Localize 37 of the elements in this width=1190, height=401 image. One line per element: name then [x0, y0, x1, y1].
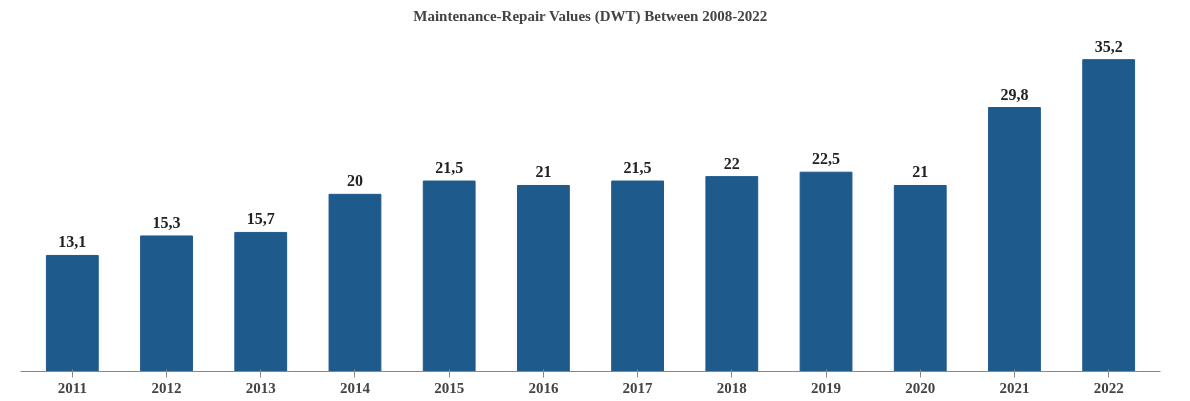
x-tick-label: 2016 — [528, 379, 559, 396]
bar — [516, 184, 570, 372]
bar — [45, 254, 99, 372]
bar — [1082, 59, 1136, 372]
data-label: 35,2 — [1094, 37, 1123, 55]
bar — [422, 180, 476, 372]
x-tick-label: 2014 — [339, 379, 371, 396]
bar — [140, 235, 193, 372]
data-label: 21,5 — [623, 159, 652, 177]
x-tick-label: 2015 — [434, 379, 465, 396]
bar — [988, 107, 1041, 372]
x-tick-label: 2021 — [999, 379, 1030, 396]
x-tick-label: 2017 — [622, 379, 654, 396]
data-label: 22 — [723, 154, 740, 172]
data-label: 20 — [346, 172, 363, 190]
bar — [893, 184, 947, 372]
data-label: 21,5 — [435, 159, 464, 177]
x-tick-label: 2020 — [905, 379, 936, 396]
data-label: 13,1 — [58, 233, 87, 251]
data-label: 15,3 — [152, 213, 181, 231]
x-tick-label: 2019 — [811, 379, 842, 396]
bar — [705, 176, 759, 372]
data-label: 15,7 — [246, 210, 275, 228]
x-tick-label: 2013 — [245, 379, 276, 396]
chart-title: Maintenance-Repair Values (DWT) Between 2008-2022 — [413, 7, 768, 25]
data-label: 22,5 — [812, 150, 841, 168]
x-tick-label: 2012 — [151, 379, 182, 396]
bar — [234, 231, 288, 372]
data-label: 21 — [912, 163, 929, 181]
x-tick-label: 2011 — [57, 379, 87, 396]
x-tick-label: 2018 — [716, 379, 747, 396]
x-tick-label: 2022 — [1093, 379, 1124, 396]
bar — [328, 193, 382, 372]
bar — [799, 171, 853, 372]
bar — [611, 180, 665, 372]
data-label: 29,8 — [1000, 85, 1029, 103]
data-label: 21 — [535, 163, 552, 181]
